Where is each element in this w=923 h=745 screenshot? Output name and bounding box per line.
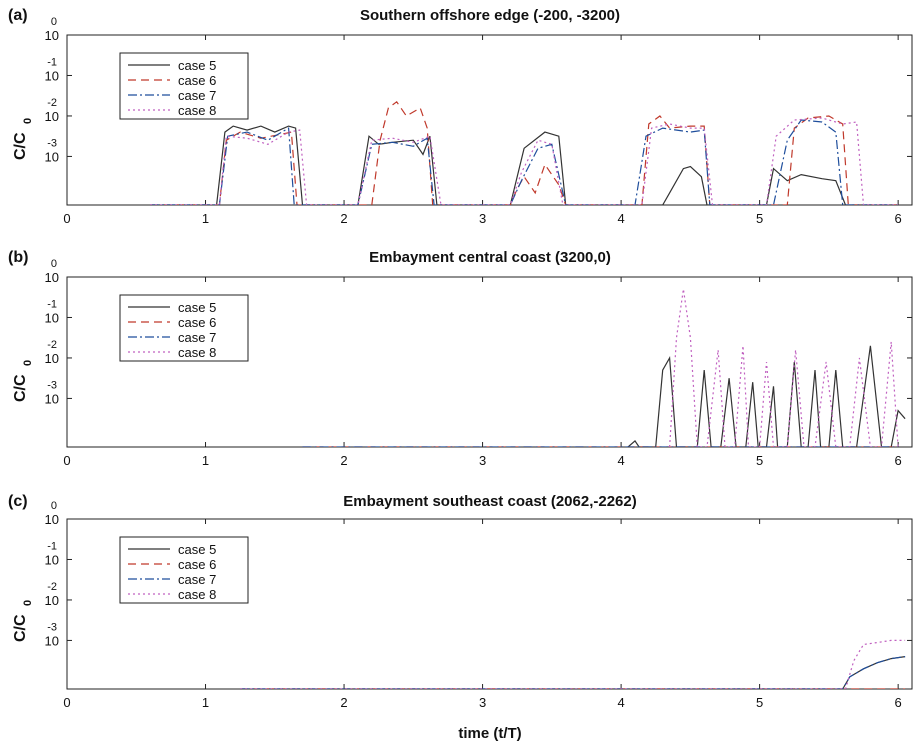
series-group (150, 100, 899, 205)
series-group (302, 289, 906, 447)
legend-label: case 5 (178, 58, 216, 73)
panel-label: (a) (8, 7, 28, 24)
y-axis-label: C/C 0 (12, 118, 34, 160)
series-line-case-5 (150, 125, 899, 205)
legend-label: case 6 (178, 557, 216, 572)
legend-box (119, 52, 249, 120)
y-tick-label-exponent: -2 (47, 339, 57, 351)
y-tick-label-base: 10 (45, 310, 59, 325)
series-line-case-8 (240, 639, 906, 689)
series-line-case-5 (240, 656, 906, 689)
panel-b: (b) Embayment central coast (3200,0) C/C… (8, 249, 913, 468)
y-axis-label: C/C 0 (12, 600, 34, 642)
x-tick-label: 6 (895, 695, 902, 710)
panel-label: (b) (8, 249, 28, 266)
y-tick-label-exponent: -3 (47, 379, 57, 391)
x-axis-label: time (t/T) (458, 725, 521, 742)
x-tick-label: 0 (63, 211, 70, 226)
y-tick-label-exponent: -1 (47, 298, 57, 310)
x-tick-label: 0 (63, 695, 70, 710)
y-tick-label-base: 10 (45, 593, 59, 608)
series-line-case-8 (150, 117, 899, 205)
y-tick-label-base: 10 (45, 512, 59, 527)
x-tick-label: 6 (895, 211, 902, 226)
y-axis-label-subscript: 0 (22, 600, 34, 606)
y-tick-label-base: 10 (45, 68, 59, 83)
series-line-case-5 (627, 345, 906, 447)
legend-label: case 6 (178, 315, 216, 330)
y-tick-label-exponent: 0 (51, 500, 57, 512)
x-tick-label: 6 (895, 453, 902, 468)
y-axis-label-main: C/C (12, 374, 29, 402)
legend-label: case 8 (178, 587, 216, 602)
legend-label: case 7 (178, 88, 216, 103)
legend-box (119, 294, 249, 362)
panel-title: Embayment southeast coast (2062,-2262) (343, 493, 636, 510)
legend-label: case 8 (178, 103, 216, 118)
y-tick-label-exponent: -2 (47, 581, 57, 593)
x-tick-label: 4 (617, 695, 624, 710)
legend-label: case 5 (178, 300, 216, 315)
y-axis-label: C/C 0 (12, 360, 34, 402)
legend-label: case 7 (178, 330, 216, 345)
x-tick-label: 2 (340, 211, 347, 226)
y-tick-label-exponent: -1 (47, 56, 57, 68)
panel-c: (c) Embayment southeast coast (2062,-226… (8, 493, 913, 742)
panel-title: Southern offshore edge (-200, -3200) (360, 7, 620, 24)
panel-title: Embayment central coast (3200,0) (369, 249, 611, 266)
y-axis-label-subscript: 0 (22, 360, 34, 366)
y-tick-label-base: 10 (45, 270, 59, 285)
legend-label: case 6 (178, 73, 216, 88)
legend-label: case 5 (178, 542, 216, 557)
y-tick-label-base: 10 (45, 552, 59, 567)
y-tick-label-base: 10 (45, 351, 59, 366)
x-tick-label: 4 (617, 211, 624, 226)
y-axis-label-main: C/C (12, 614, 29, 642)
x-tick-label: 5 (756, 695, 763, 710)
y-tick-label-base: 10 (45, 149, 59, 164)
y-axis-label-main: C/C (12, 132, 29, 160)
x-tick-label: 5 (756, 211, 763, 226)
series-line-case-7 (150, 119, 899, 205)
y-tick-label-exponent: -2 (47, 97, 57, 109)
x-tick-label: 0 (63, 453, 70, 468)
y-tick-label-base: 10 (45, 109, 59, 124)
x-tick-label: 1 (202, 695, 209, 710)
y-tick-label-base: 10 (45, 633, 59, 648)
y-tick-label-base: 10 (45, 391, 59, 406)
y-tick-label-exponent: 0 (51, 258, 57, 270)
series-line-case-6 (150, 100, 899, 205)
x-tick-label: 3 (479, 695, 486, 710)
legend-label: case 8 (178, 345, 216, 360)
x-tick-label: 3 (479, 211, 486, 226)
x-tick-label: 5 (756, 453, 763, 468)
y-tick-label-exponent: -1 (47, 540, 57, 552)
series-line-case-7 (240, 656, 906, 689)
x-tick-label: 2 (340, 453, 347, 468)
y-tick-label-base: 10 (45, 28, 59, 43)
panel-a: (a) Southern offshore edge (-200, -3200)… (8, 7, 913, 226)
series-group (240, 639, 906, 689)
series-line-case-8 (669, 289, 899, 447)
y-tick-label-exponent: 0 (51, 16, 57, 28)
y-tick-label-exponent: -3 (47, 137, 57, 149)
legend-label: case 7 (178, 572, 216, 587)
x-tick-label: 4 (617, 453, 624, 468)
x-tick-label: 3 (479, 453, 486, 468)
x-tick-label: 2 (340, 695, 347, 710)
x-tick-label: 1 (202, 453, 209, 468)
panel-label: (c) (8, 493, 28, 510)
x-tick-label: 1 (202, 211, 209, 226)
legend-box (119, 536, 249, 604)
y-tick-label-exponent: -3 (47, 621, 57, 633)
y-axis-label-subscript: 0 (22, 118, 34, 124)
